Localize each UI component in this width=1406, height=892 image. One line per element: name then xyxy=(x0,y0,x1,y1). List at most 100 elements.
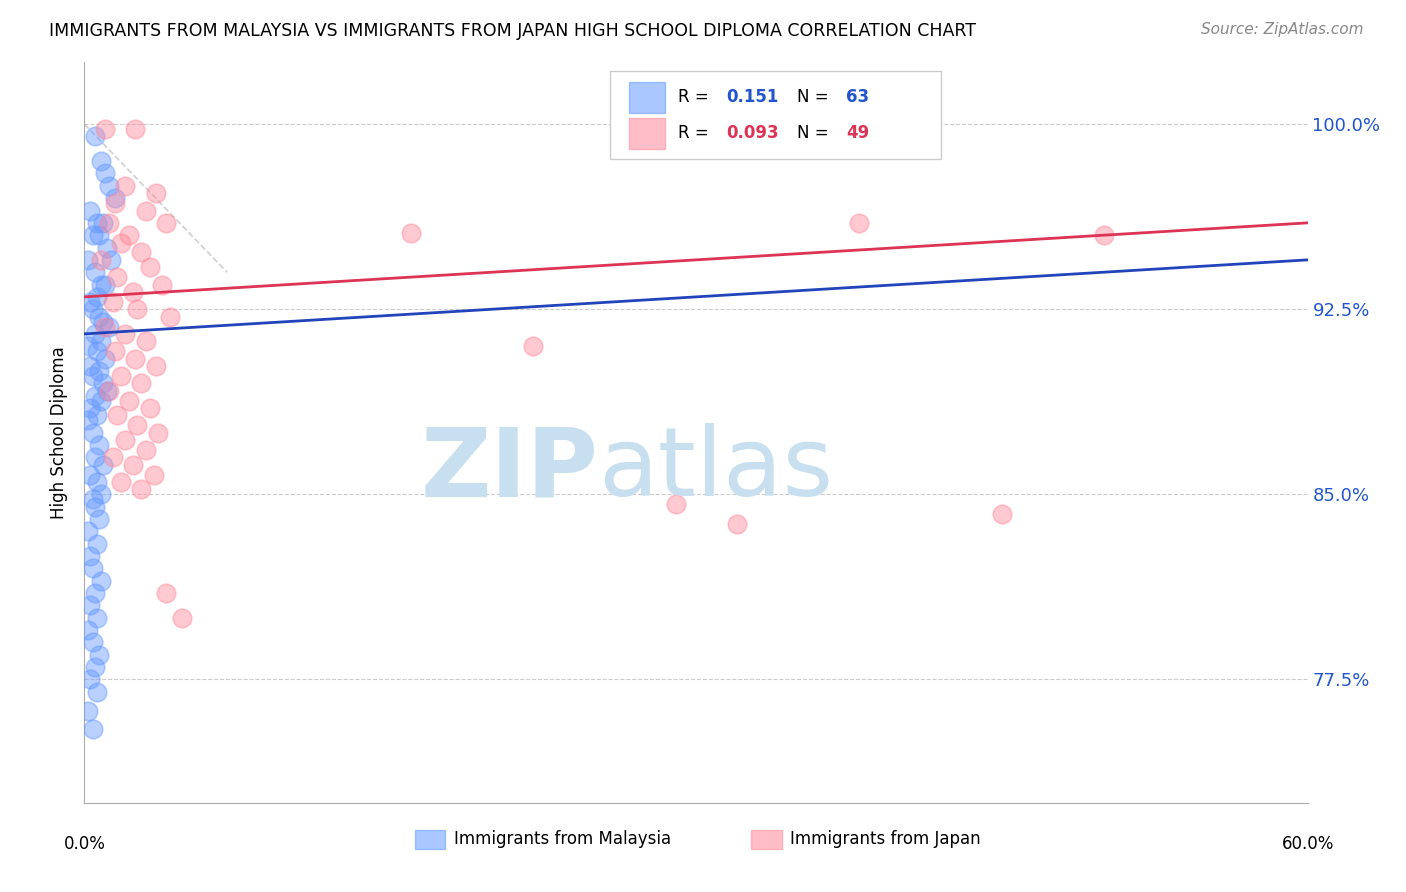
Point xyxy=(96,384,118,398)
Point xyxy=(79,401,101,415)
Point xyxy=(77,252,100,267)
Y-axis label: High School Diploma: High School Diploma xyxy=(51,346,69,519)
Point xyxy=(93,166,115,180)
Point xyxy=(127,302,149,317)
Point xyxy=(82,635,104,649)
Bar xyxy=(415,830,446,848)
Point xyxy=(83,660,105,674)
Point xyxy=(82,492,104,507)
Point xyxy=(86,344,108,359)
Point xyxy=(104,344,127,359)
Point xyxy=(145,359,167,373)
Point xyxy=(90,154,112,169)
Point xyxy=(83,450,105,465)
Point xyxy=(848,216,870,230)
Point xyxy=(122,285,145,299)
Point xyxy=(104,191,127,205)
Point xyxy=(86,216,108,230)
Point xyxy=(110,235,132,250)
Point xyxy=(131,483,153,497)
Point xyxy=(991,507,1014,521)
Point xyxy=(82,228,104,243)
Point xyxy=(110,475,132,489)
Point xyxy=(127,418,149,433)
Point xyxy=(79,599,101,613)
Point xyxy=(155,586,177,600)
Point xyxy=(399,226,422,240)
Point xyxy=(114,178,136,193)
Text: 0.0%: 0.0% xyxy=(63,835,105,853)
Point xyxy=(101,294,124,309)
Point xyxy=(104,196,127,211)
Point xyxy=(79,467,101,482)
Point xyxy=(97,216,120,230)
Text: Immigrants from Malaysia: Immigrants from Malaysia xyxy=(454,830,671,848)
Point xyxy=(105,270,128,285)
Point xyxy=(124,351,146,366)
Point xyxy=(138,260,160,275)
Text: N =: N = xyxy=(797,88,834,106)
Point xyxy=(124,122,146,136)
Point xyxy=(86,290,108,304)
Point xyxy=(77,705,100,719)
Bar xyxy=(628,82,665,113)
Point xyxy=(90,334,112,349)
Point xyxy=(97,319,120,334)
Point xyxy=(93,351,115,366)
Text: Immigrants from Japan: Immigrants from Japan xyxy=(790,830,981,848)
Point xyxy=(101,450,124,465)
Point xyxy=(146,425,169,440)
Point xyxy=(83,586,105,600)
Point xyxy=(172,610,194,624)
Point xyxy=(131,245,153,260)
Point xyxy=(82,302,104,317)
FancyBboxPatch shape xyxy=(610,71,941,159)
Point xyxy=(150,277,173,292)
Point xyxy=(86,610,108,624)
Point xyxy=(82,722,104,736)
Point xyxy=(79,203,101,218)
Point xyxy=(79,549,101,563)
Point xyxy=(122,458,145,472)
Point xyxy=(131,376,153,391)
Point xyxy=(86,409,108,423)
Point xyxy=(79,294,101,309)
Text: 63: 63 xyxy=(846,88,869,106)
Point xyxy=(87,310,110,324)
Text: 60.0%: 60.0% xyxy=(1281,835,1334,853)
Point xyxy=(79,359,101,373)
Point xyxy=(91,314,114,328)
Point xyxy=(118,228,141,243)
Text: ZIP: ZIP xyxy=(420,423,598,516)
Text: IMMIGRANTS FROM MALAYSIA VS IMMIGRANTS FROM JAPAN HIGH SCHOOL DIPLOMA CORRELATIO: IMMIGRANTS FROM MALAYSIA VS IMMIGRANTS F… xyxy=(49,22,976,40)
Point xyxy=(1092,228,1115,243)
Point xyxy=(145,186,167,201)
Point xyxy=(87,228,110,243)
Point xyxy=(110,368,132,383)
Point xyxy=(83,388,105,402)
Point xyxy=(90,574,112,588)
Point xyxy=(135,334,157,349)
Point xyxy=(90,252,112,267)
Point xyxy=(83,265,105,279)
Point xyxy=(159,310,181,324)
Point xyxy=(77,623,100,637)
Bar xyxy=(751,830,782,848)
Point xyxy=(87,648,110,662)
Point xyxy=(79,673,101,687)
Point xyxy=(105,409,128,423)
Point xyxy=(100,252,122,267)
Point xyxy=(155,216,177,230)
Point xyxy=(97,178,120,193)
Point xyxy=(77,413,100,427)
Point xyxy=(725,516,748,531)
Bar xyxy=(628,118,665,149)
Point xyxy=(83,326,105,341)
Text: 49: 49 xyxy=(846,124,870,143)
Text: R =: R = xyxy=(678,88,714,106)
Point xyxy=(86,684,108,698)
Point xyxy=(90,487,112,501)
Point xyxy=(87,364,110,378)
Text: N =: N = xyxy=(797,124,834,143)
Point xyxy=(77,524,100,539)
